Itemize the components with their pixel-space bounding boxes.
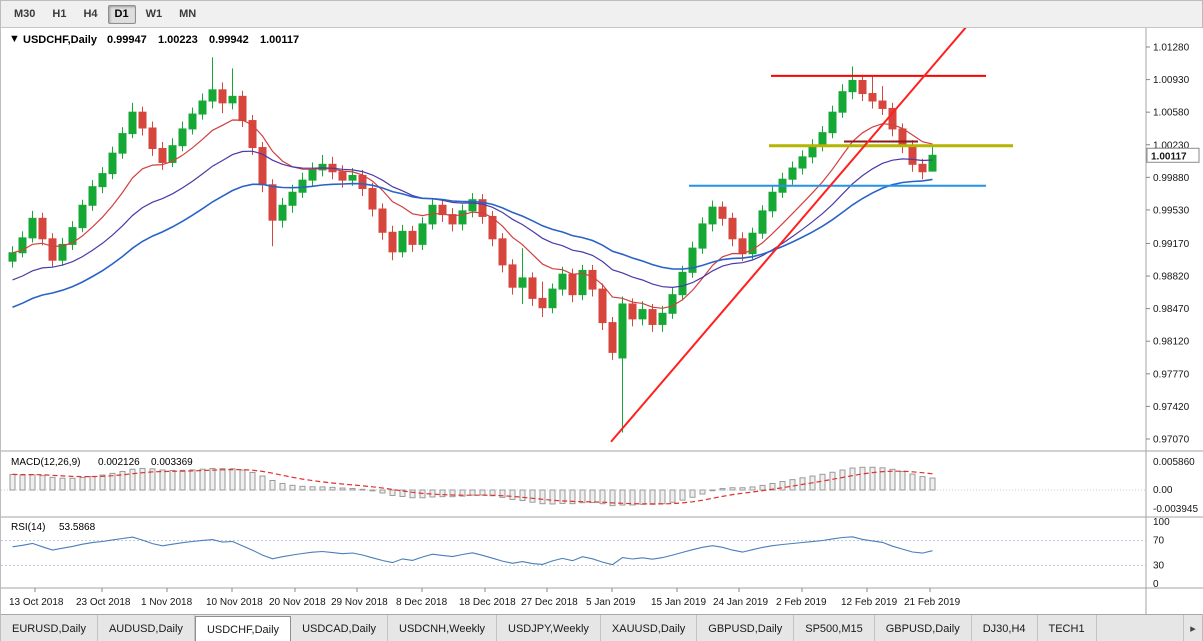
chart-collapse-icon[interactable]: ▼ <box>9 33 20 45</box>
timeframe-button-d1[interactable]: D1 <box>107 4 136 24</box>
chart-high-value: 1.00223 <box>158 34 198 46</box>
rsi-value: 53.5868 <box>59 522 96 533</box>
chart-open-value: 0.99947 <box>107 34 147 46</box>
tab-sp500-m15[interactable]: SP500,M15 <box>794 615 875 641</box>
chart-close-value: 1.00117 <box>260 34 299 46</box>
tab-scroll-right-button[interactable]: ▸ <box>1183 615 1202 641</box>
grid-layer <box>1 489 1146 566</box>
timeframe-button-w1[interactable]: W1 <box>145 7 163 20</box>
tab-gbpusd-daily[interactable]: GBPUSD,Daily <box>874 615 972 641</box>
macd-histogram <box>9 466 936 507</box>
price-axis-label: 1.00230 <box>1153 140 1190 151</box>
price-axis-label: 0.98120 <box>1153 337 1190 348</box>
date-axis-label: 27 Dec 2018 <box>521 597 578 608</box>
macd-axis-label: 0.005860 <box>1153 457 1195 468</box>
date-axis-label: 18 Dec 2018 <box>459 597 516 608</box>
date-axis-label: 5 Jan 2019 <box>586 597 636 608</box>
price-axis-label: 0.99170 <box>1153 239 1190 250</box>
tab-usdchf-daily[interactable]: USDCHF,Daily <box>194 616 292 641</box>
macd-signal-value: 0.003369 <box>151 457 193 468</box>
timeframe-button-m30[interactable]: M30 <box>14 7 36 20</box>
chart-symbol-label: USDCHF,Daily <box>23 34 98 46</box>
ma-line-slow <box>12 178 933 308</box>
tab-usdcad-daily[interactable]: USDCAD,Daily <box>291 615 389 641</box>
price-axis-label: 1.00580 <box>1153 108 1190 119</box>
rsi-axis-label: 30 <box>1153 560 1165 571</box>
chart-tabs-bar: EURUSD,Daily AUDUSD,Daily USDCHF,Daily USDC… <box>1 614 1202 641</box>
rsi-axis-label: 100 <box>1153 517 1170 528</box>
macd-signal-line <box>12 468 933 505</box>
price-axis-label: 0.97420 <box>1153 402 1190 413</box>
tab-gbpusd-daily[interactable]: GBPUSD,Daily <box>697 615 795 641</box>
timeframe-button-mn[interactable]: MN <box>179 7 197 20</box>
macd-axis-label: 0.00 <box>1153 485 1173 496</box>
macd-axis-label: -0.003945 <box>1153 504 1198 515</box>
tab-tech1[interactable]: TECH1 <box>1037 615 1097 641</box>
price-axis-label: 0.98470 <box>1153 304 1190 315</box>
price-axis-label: 0.99530 <box>1153 205 1190 216</box>
chart-area: 1.01280 1.00930 1.00580 1.00230 0.99880 0.995… <box>1 23 1203 614</box>
date-axis-label: 2 Feb 2019 <box>776 597 827 608</box>
trendline-red[interactable] <box>610 23 970 443</box>
tab-usdcnh-weekly[interactable]: USDCNH,Weekly <box>388 615 498 641</box>
date-axis-label: 23 Oct 2018 <box>76 597 131 608</box>
candlestick-series <box>8 57 937 433</box>
timeframe-button-h1[interactable]: H1 <box>52 7 67 20</box>
chart-low-value: 0.99942 <box>209 34 249 46</box>
current-price-tag: 1.00117 <box>1151 151 1187 162</box>
tab-dj30-h4[interactable]: DJ30,H4 <box>971 615 1038 641</box>
date-axis-label: 13 Oct 2018 <box>9 597 64 608</box>
tab-eurusd-daily[interactable]: EURUSD,Daily <box>1 615 98 641</box>
price-axis-label: 1.00930 <box>1153 75 1190 86</box>
macd-main-value: 0.002126 <box>98 457 140 468</box>
date-axis-label: 1 Nov 2018 <box>141 597 193 608</box>
price-axis-label: 0.97070 <box>1153 434 1190 445</box>
rsi-line <box>12 536 933 566</box>
date-axis-label: 21 Feb 2019 <box>904 597 961 608</box>
date-axis-label: 20 Nov 2018 <box>269 597 326 608</box>
chart-canvas[interactable]: 1.01280 1.00930 1.00580 1.00230 0.99880 0.995… <box>1 23 1203 614</box>
date-axis-label: 15 Jan 2019 <box>651 597 706 608</box>
date-axis-label: 24 Jan 2019 <box>713 597 768 608</box>
date-axis-label: 12 Feb 2019 <box>841 597 898 608</box>
rsi-label: RSI(14) <box>11 522 45 533</box>
price-axis-label: 0.99880 <box>1153 173 1190 184</box>
tab-audusd-daily[interactable]: AUDUSD,Daily <box>97 615 195 641</box>
rsi-axis-label: 70 <box>1153 536 1165 547</box>
tab-usdjpy-weekly[interactable]: USDJPY,Weekly <box>497 615 601 641</box>
axes-layer: 1.01280 1.00930 1.00580 1.00230 0.99880 0.995… <box>1 28 1203 614</box>
timeframe-toolbar: M30 H1 H4 D1 W1 MN <box>1 1 1202 28</box>
rsi-panel <box>12 536 933 566</box>
tab-xauusd-daily[interactable]: XAUUSD,Daily <box>600 615 698 641</box>
price-axis-label: 0.98820 <box>1153 272 1190 283</box>
date-axis-label: 8 Dec 2018 <box>396 597 448 608</box>
macd-label: MACD(12,26,9) <box>11 457 80 468</box>
date-axis-label: 10 Nov 2018 <box>206 597 263 608</box>
price-axis-label: 1.01280 <box>1153 42 1190 53</box>
date-axis-label: 29 Nov 2018 <box>331 597 388 608</box>
rsi-axis-label: 0 <box>1153 579 1159 590</box>
timeframe-button-h4[interactable]: H4 <box>83 7 98 20</box>
drawn-objects-layer[interactable] <box>610 23 1013 443</box>
price-axis-label: 0.97770 <box>1153 369 1190 380</box>
ma-line-fast <box>12 119 933 309</box>
